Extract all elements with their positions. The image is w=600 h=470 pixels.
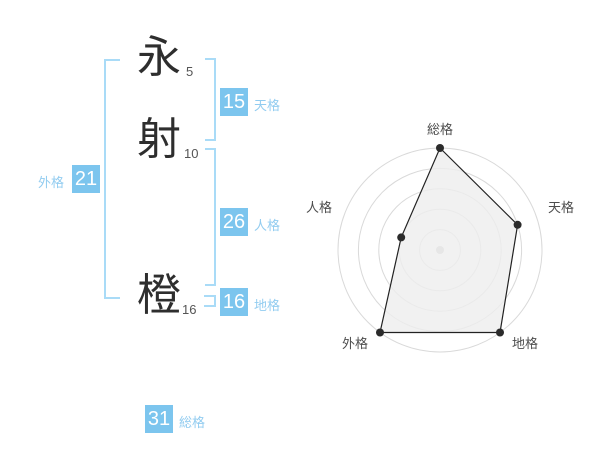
chikaku-label: 地格 (254, 298, 281, 313)
soukaku-value: 31 (145, 405, 173, 433)
radar-axis-label: 天格 (548, 200, 574, 215)
stroke-count-3: 16 (182, 302, 197, 317)
radar-vertex-dot (397, 233, 406, 242)
radar-axis-label: 外格 (342, 336, 368, 351)
stroke-count-1: 5 (186, 64, 194, 79)
radar-axis-label: 総格 (427, 122, 453, 137)
gaikaku-bracket (104, 59, 120, 299)
radar-axis-label: 人格 (306, 200, 332, 215)
radar-vertex-dot (513, 220, 522, 229)
jinkaku-bracket (205, 148, 216, 286)
chikaku-value: 16 (220, 288, 248, 316)
soukaku-label: 総格 (179, 415, 206, 430)
radar-series-polygon (379, 146, 519, 334)
tenkaku-label: 天格 (254, 98, 281, 113)
radar-vertex-dot (376, 328, 384, 337)
tenkaku-bracket (205, 58, 216, 141)
gaikaku-value: 21 (72, 165, 100, 193)
radar-vertex-dot (436, 144, 444, 152)
stroke-count-2: 10 (184, 146, 199, 161)
radar-chart: 総格天格地格 外格 人格 (295, 95, 595, 375)
tenkaku-value: 15 (220, 88, 248, 116)
name-char-2: 射 (137, 115, 181, 164)
radar-vertex-dot (496, 328, 504, 337)
gaikaku-label: 外格 (38, 175, 65, 190)
name-char-3: 橙 (137, 271, 181, 320)
chikaku-bracket (204, 295, 216, 307)
jinkaku-label: 人格 (254, 218, 281, 233)
radar-axis-label: 地格 (512, 336, 538, 351)
jinkaku-value: 26 (220, 208, 248, 236)
name-char-1: 永 (137, 33, 181, 82)
